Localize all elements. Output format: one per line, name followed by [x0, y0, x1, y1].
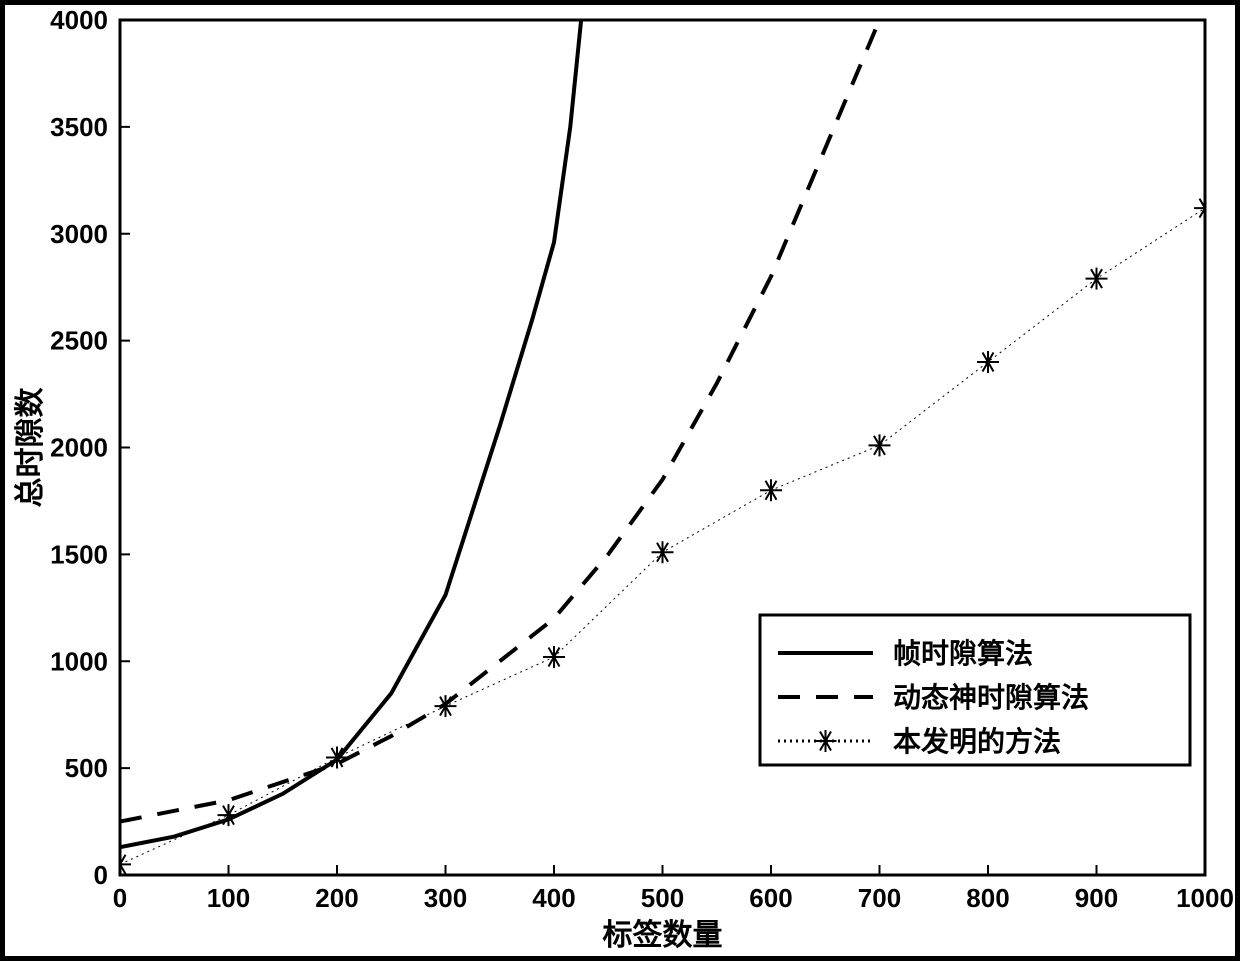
x-tick-label: 300 [424, 883, 467, 913]
x-tick-label: 0 [113, 883, 127, 913]
legend: 帧时隙算法动态神时隙算法本发明的方法 [760, 615, 1190, 765]
legend-item-label: 帧时隙算法 [893, 637, 1033, 670]
x-tick-label: 400 [532, 883, 575, 913]
x-axis-label: 标签数量 [603, 918, 723, 952]
x-tick-label: 900 [1075, 883, 1118, 913]
x-tick-label: 700 [858, 883, 901, 913]
y-tick-label: 1000 [50, 646, 108, 676]
legend-item-label: 本发明的方法 [893, 725, 1061, 758]
y-tick-label: 4000 [50, 5, 108, 35]
y-tick-label: 500 [65, 753, 108, 783]
y-tick-label: 1500 [50, 539, 108, 569]
y-tick-label: 0 [94, 860, 108, 890]
chart-svg: 0 100 200 300 400 500 600 700 800 900 1000 0 500 1000… [0, 0, 1240, 961]
legend-item-label: 动态神时隙算法 [893, 681, 1089, 714]
x-tick-label: 1000 [1176, 883, 1234, 913]
x-tick-label: 600 [749, 883, 792, 913]
chart-container: 0 100 200 300 400 500 600 700 800 900 1000 0 500 1000… [0, 0, 1240, 961]
y-tick-label: 2000 [50, 433, 108, 463]
x-tick-label: 200 [315, 883, 358, 913]
y-axis-label: 总时隙数 [14, 387, 47, 508]
y-tick-label: 3500 [50, 112, 108, 142]
x-tick-label: 100 [207, 883, 250, 913]
x-tick-label: 500 [641, 883, 684, 913]
y-tick-label: 3000 [50, 219, 108, 249]
y-tick-label: 2500 [50, 326, 108, 356]
x-tick-label: 800 [966, 883, 1009, 913]
